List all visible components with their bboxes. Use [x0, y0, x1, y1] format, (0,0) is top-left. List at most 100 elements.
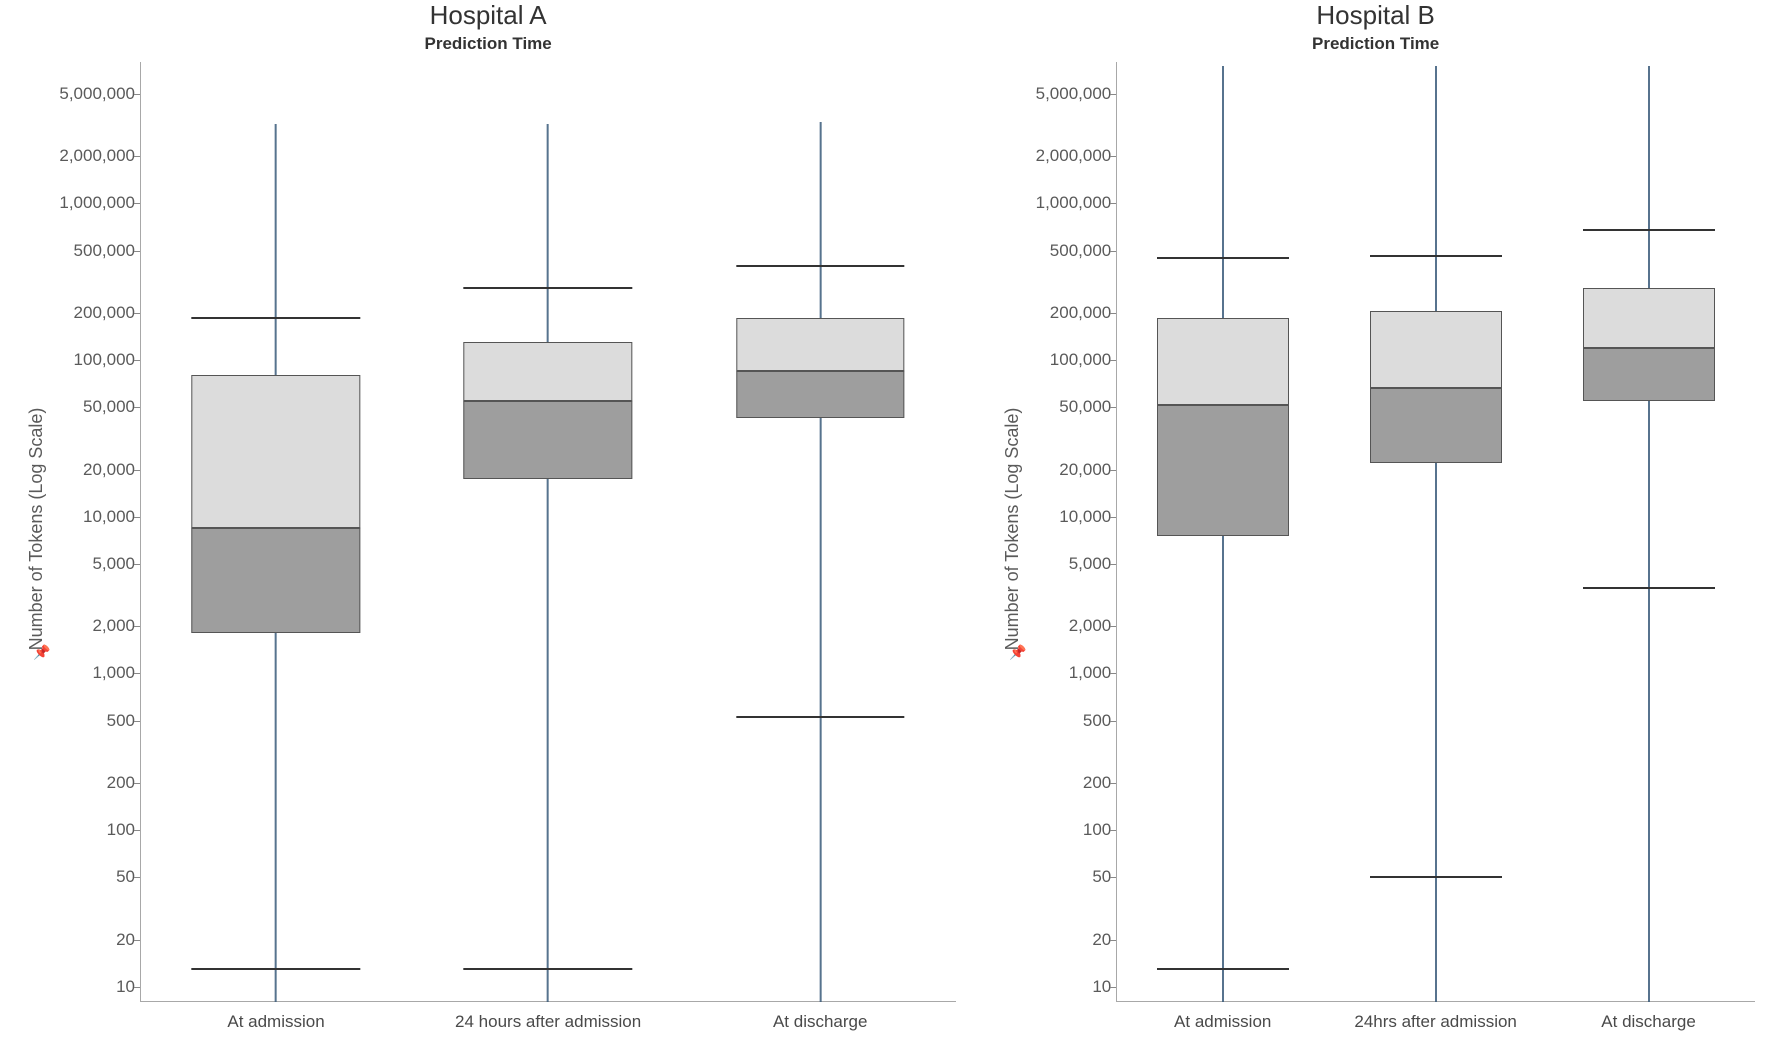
box-lower [1157, 405, 1289, 537]
plot: 1020501002005001,0002,0005,00010,00020,0… [1116, 62, 1755, 1002]
whisker-cap-low [1157, 968, 1289, 970]
outlier-line [819, 122, 821, 1002]
median-line [1370, 388, 1502, 389]
pin-icon: 📌 [1009, 644, 1026, 661]
panel-title: Hospital B [976, 0, 1775, 31]
y-tick-label: 200 [45, 773, 135, 793]
y-tick-label: 500,000 [1021, 241, 1111, 261]
y-tick-label: 20 [1021, 930, 1111, 950]
category-label: At admission [227, 1012, 324, 1032]
y-tick-mark [134, 877, 140, 878]
y-tick-label: 500,000 [45, 241, 135, 261]
box-lower [1583, 348, 1715, 401]
whisker-cap-high [736, 265, 905, 267]
whisker-cap-high [1583, 229, 1715, 231]
y-tick-mark [134, 987, 140, 988]
y-tick-label: 500 [1021, 711, 1111, 731]
y-tick-label: 100,000 [1021, 350, 1111, 370]
y-tick-mark [134, 721, 140, 722]
outlier-line [1648, 66, 1650, 1002]
whisker-cap-low [192, 968, 361, 970]
category-label: 24 hours after admission [455, 1012, 641, 1032]
box-upper [1370, 311, 1502, 388]
median-line [736, 371, 905, 372]
y-tick-mark [1110, 877, 1116, 878]
y-tick-mark [134, 783, 140, 784]
median-line [1157, 404, 1289, 405]
y-tick-label: 10,000 [45, 507, 135, 527]
y-tick-mark [134, 626, 140, 627]
y-tick-mark [1110, 673, 1116, 674]
y-tick-label: 5,000,000 [1021, 84, 1111, 104]
outlier-line [1435, 66, 1437, 1002]
whisker-cap-low [736, 716, 905, 718]
plot: 1020501002005001,0002,0005,00010,00020,0… [140, 62, 956, 1002]
y-tick-label: 2,000,000 [45, 146, 135, 166]
boxplot-group [192, 62, 361, 1002]
y-tick-mark [134, 360, 140, 361]
category-label: At discharge [1601, 1012, 1696, 1032]
panel-subtitle: Prediction Time [976, 34, 1775, 54]
y-tick-mark [1110, 721, 1116, 722]
y-tick-label: 100,000 [45, 350, 135, 370]
y-tick-mark [1110, 940, 1116, 941]
y-tick-label: 1,000 [1021, 663, 1111, 683]
y-tick-mark [134, 564, 140, 565]
y-tick-mark [134, 673, 140, 674]
y-tick-mark [134, 203, 140, 204]
y-tick-mark [1110, 203, 1116, 204]
y-tick-label: 200 [1021, 773, 1111, 793]
y-tick-label: 2,000,000 [1021, 146, 1111, 166]
outlier-line [547, 124, 549, 1002]
y-tick-mark [134, 94, 140, 95]
median-line [464, 400, 633, 401]
y-tick-label: 500 [45, 711, 135, 731]
y-tick-mark [1110, 156, 1116, 157]
boxplot-group [1583, 62, 1715, 1002]
y-tick-label: 200,000 [1021, 303, 1111, 323]
y-tick-label: 5,000 [45, 554, 135, 574]
median-line [192, 527, 361, 528]
y-tick-label: 2,000 [45, 616, 135, 636]
y-tick-mark [1110, 360, 1116, 361]
y-tick-mark [1110, 987, 1116, 988]
box-upper [736, 318, 905, 371]
panel-subtitle: Prediction Time [0, 34, 976, 54]
box-lower [464, 401, 633, 479]
y-axis-label: Number of Tokens (Log Scale) [1002, 407, 1023, 650]
y-axis-label: Number of Tokens (Log Scale) [26, 407, 47, 650]
boxplot-group [464, 62, 633, 1002]
category-label: At discharge [773, 1012, 868, 1032]
pin-icon: 📌 [33, 644, 50, 661]
boxplot-group [1157, 62, 1289, 1002]
y-tick-label: 5,000,000 [45, 84, 135, 104]
y-tick-label: 50 [45, 867, 135, 887]
y-tick-mark [1110, 517, 1116, 518]
y-tick-label: 20,000 [45, 460, 135, 480]
figure-root: Hospital A Prediction Time Number of Tok… [0, 0, 1775, 1057]
y-tick-mark [134, 940, 140, 941]
box-lower [192, 528, 361, 634]
box-lower [1370, 388, 1502, 463]
whisker-cap-high [1157, 257, 1289, 259]
category-label: 24hrs after admission [1354, 1012, 1517, 1032]
y-tick-label: 100 [45, 820, 135, 840]
y-tick-mark [134, 313, 140, 314]
plot-area: 1020501002005001,0002,0005,00010,00020,0… [1116, 62, 1755, 1002]
y-tick-label: 5,000 [1021, 554, 1111, 574]
y-tick-mark [1110, 94, 1116, 95]
y-tick-label: 2,000 [1021, 616, 1111, 636]
y-tick-mark [134, 156, 140, 157]
y-tick-mark [1110, 251, 1116, 252]
y-tick-label: 1,000,000 [45, 193, 135, 213]
y-tick-mark [134, 517, 140, 518]
boxplot-group [1370, 62, 1502, 1002]
y-tick-mark [134, 830, 140, 831]
y-tick-mark [1110, 564, 1116, 565]
whisker-cap-high [464, 287, 633, 289]
y-tick-label: 1,000 [45, 663, 135, 683]
y-tick-label: 10 [1021, 977, 1111, 997]
panel-hospital-a: Hospital A Prediction Time Number of Tok… [0, 0, 976, 1057]
plot-area: 1020501002005001,0002,0005,00010,00020,0… [140, 62, 956, 1002]
boxplot-group [736, 62, 905, 1002]
